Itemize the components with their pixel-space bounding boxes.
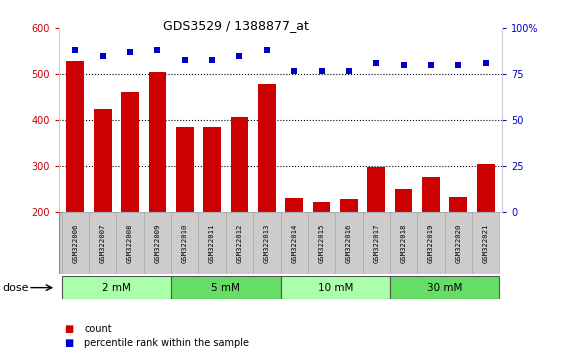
Text: GSM322015: GSM322015 [319, 224, 324, 263]
Bar [171, 276, 280, 299]
Text: GSM322011: GSM322011 [209, 224, 215, 263]
Text: GSM322017: GSM322017 [373, 224, 379, 263]
Text: GSM322012: GSM322012 [237, 224, 242, 263]
Point [454, 62, 463, 68]
Text: 30 mM: 30 mM [427, 282, 462, 293]
Text: GDS3529 / 1388877_at: GDS3529 / 1388877_at [163, 19, 309, 33]
Text: GSM322016: GSM322016 [346, 224, 352, 263]
Text: GSM322008: GSM322008 [127, 224, 133, 263]
Bar [116, 212, 144, 274]
Point [126, 50, 135, 55]
Bar [445, 212, 472, 274]
Bar [280, 212, 308, 274]
Text: GSM322009: GSM322009 [154, 224, 160, 263]
Point [98, 53, 107, 59]
Text: percentile rank within the sample: percentile rank within the sample [84, 338, 249, 348]
Text: 2 mM: 2 mM [102, 282, 131, 293]
Point [481, 61, 490, 66]
Bar [390, 276, 499, 299]
Text: ■: ■ [65, 324, 73, 334]
Point [208, 57, 217, 62]
Bar [203, 127, 221, 212]
Text: 10 mM: 10 mM [318, 282, 353, 293]
Bar [308, 212, 335, 274]
Text: GSM322021: GSM322021 [482, 224, 489, 263]
Text: GSM322019: GSM322019 [428, 224, 434, 263]
Text: GSM322007: GSM322007 [100, 224, 105, 263]
Text: GSM322014: GSM322014 [291, 224, 297, 263]
Text: GSM322010: GSM322010 [182, 224, 188, 263]
Bar [422, 177, 440, 212]
Bar [94, 109, 112, 212]
Bar [62, 276, 171, 299]
Text: GSM322006: GSM322006 [72, 224, 79, 263]
Bar [312, 202, 330, 212]
Bar [176, 127, 194, 212]
Bar [62, 212, 89, 274]
Point [235, 53, 244, 59]
Point [344, 68, 353, 74]
Point [71, 47, 80, 53]
Bar [121, 92, 139, 212]
Bar [395, 189, 412, 212]
Text: GSM322013: GSM322013 [264, 224, 270, 263]
Point [180, 57, 189, 62]
Bar [286, 198, 303, 212]
Text: dose: dose [3, 282, 29, 293]
Bar [280, 276, 390, 299]
Bar [226, 212, 253, 274]
Bar [144, 212, 171, 274]
Bar [149, 72, 166, 212]
Point [263, 47, 272, 53]
Bar [367, 167, 385, 212]
Point [153, 47, 162, 53]
Bar [199, 212, 226, 274]
Text: 5 mM: 5 mM [211, 282, 240, 293]
Bar [231, 117, 249, 212]
Point [426, 62, 435, 68]
Text: GSM322018: GSM322018 [401, 224, 407, 263]
Bar [417, 212, 445, 274]
Text: count: count [84, 324, 112, 334]
Bar [390, 212, 417, 274]
Bar [362, 212, 390, 274]
Bar [258, 84, 275, 212]
Point [317, 68, 326, 74]
Bar [253, 212, 280, 274]
Text: GSM322020: GSM322020 [456, 224, 461, 263]
Text: ■: ■ [65, 338, 73, 348]
Bar [66, 62, 84, 212]
Bar [449, 197, 467, 212]
Bar [477, 164, 495, 212]
Bar [89, 212, 116, 274]
Point [372, 61, 381, 66]
Bar [340, 199, 358, 212]
Bar [335, 212, 362, 274]
Point [399, 62, 408, 68]
Point [289, 68, 298, 74]
Bar [472, 212, 499, 274]
Bar [171, 212, 199, 274]
